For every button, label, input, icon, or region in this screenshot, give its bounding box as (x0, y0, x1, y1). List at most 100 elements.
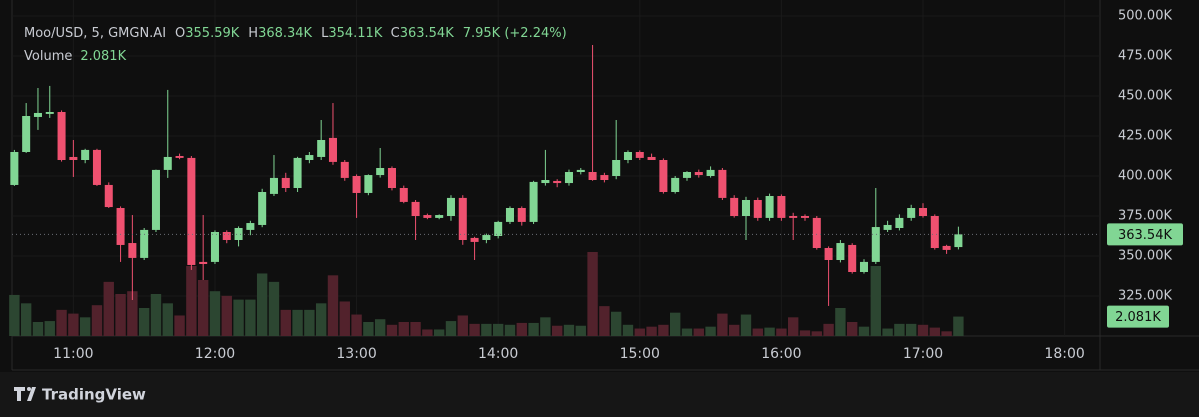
candle-body (765, 196, 774, 218)
volume-bar (693, 328, 704, 336)
candle-body (187, 157, 196, 265)
candle-body (163, 156, 172, 170)
legend-volume-value: 2.081K (80, 49, 126, 64)
y-tick-label: 450.00K (1118, 89, 1172, 104)
candle-body (800, 216, 810, 218)
volume-bar (245, 299, 256, 336)
candle-body (954, 234, 963, 248)
candle-body (446, 197, 455, 216)
x-tick-label: 14:00 (478, 346, 518, 362)
brand-logo[interactable]: TradingView (14, 386, 146, 404)
candle-body (541, 180, 550, 184)
volume-bar (835, 308, 846, 336)
volume-bar (32, 322, 44, 336)
volume-bar (445, 321, 457, 336)
candle-body (623, 152, 632, 160)
volume-bar (634, 328, 645, 336)
candle-body (564, 172, 573, 184)
volume-bar (575, 325, 586, 336)
legend-volume-title: Volume (24, 49, 72, 64)
candle-body (576, 169, 585, 172)
volume-bar (9, 294, 20, 336)
x-tick-label: 17:00 (903, 346, 943, 362)
volume-bar (787, 317, 799, 336)
logo-dot (27, 387, 31, 391)
candle-body (836, 243, 845, 260)
volume-bar (457, 315, 468, 336)
volume-bar (138, 308, 150, 336)
volume-bar (433, 329, 445, 336)
footer-bar (0, 372, 1199, 417)
y-tick-label: 500.00K (1118, 9, 1172, 24)
legend-value: 368.34K (258, 26, 312, 41)
volume-layer (9, 252, 964, 336)
volume-bar (917, 324, 929, 336)
legend-row: Moo/USD, 5, GMGN.AI O355.59K H368.34K L354.… (24, 26, 567, 41)
volume-bar (79, 317, 91, 336)
volume-bar (56, 309, 67, 336)
volume-bar (351, 314, 362, 336)
candle-body (600, 175, 609, 180)
volume-bar (410, 322, 421, 336)
candle-body (128, 243, 137, 258)
volume-bar (186, 266, 197, 336)
volume-bar (540, 317, 551, 336)
legend: Moo/USD, 5, GMGN.AI O355.59K H368.34K L354.… (24, 26, 567, 64)
price-box (1107, 223, 1183, 246)
volume-bar (91, 305, 103, 336)
candle-body (81, 149, 90, 160)
candle-body (210, 232, 219, 262)
candle-body (411, 201, 420, 216)
candle-body (789, 216, 798, 218)
candle-body (92, 149, 101, 185)
volume-bar (799, 330, 811, 336)
brand-name: TradingView (42, 386, 146, 404)
candle-body (269, 177, 278, 194)
candle-body (234, 228, 243, 240)
logo-icon (14, 387, 36, 401)
candle-body (281, 177, 290, 188)
candle-body (694, 172, 703, 176)
volume-bar (599, 306, 610, 336)
candle-body (682, 172, 691, 178)
candle-body (494, 221, 503, 236)
candle-body (399, 188, 408, 202)
volume-bar (681, 328, 693, 336)
legend-value: 363.54K (400, 26, 454, 41)
volume-bar (280, 309, 291, 336)
candle-body (376, 168, 385, 176)
volume-bar (717, 313, 728, 336)
volume-bar (315, 303, 327, 336)
volume-bar (610, 311, 622, 336)
volume-bar (705, 326, 716, 336)
candle-body (151, 169, 160, 230)
candle-body (612, 160, 621, 176)
candle-body (175, 156, 184, 158)
volume-bar (174, 315, 185, 336)
candle-body (730, 197, 739, 216)
candle-body (340, 161, 349, 178)
volume-bar (587, 252, 598, 336)
legend-value: 354.11K (328, 26, 382, 41)
y-tick-label: 400.00K (1118, 169, 1172, 184)
volume-bar (162, 303, 173, 336)
candle-body (10, 152, 19, 185)
volume-bar (823, 323, 834, 336)
candle-body (918, 208, 928, 216)
candle-body (930, 216, 939, 248)
volume-bar (103, 281, 114, 336)
candle-body (140, 229, 149, 258)
volume-bar (209, 291, 221, 336)
volume-bar (894, 323, 905, 336)
candle-layer (10, 44, 963, 306)
volume-bar (776, 328, 787, 336)
volume-bar (658, 324, 669, 336)
legend-symbol: Moo/USD, 5, GMGN.AI (24, 26, 166, 41)
volume-bar (906, 323, 917, 336)
volume-bar (150, 294, 162, 336)
legend-value: 355.59K (185, 26, 239, 41)
volume-bar (233, 299, 244, 336)
y-tick-label: 475.00K (1118, 49, 1172, 64)
x-tick-label: 15:00 (620, 346, 660, 362)
candle-body (246, 223, 255, 230)
